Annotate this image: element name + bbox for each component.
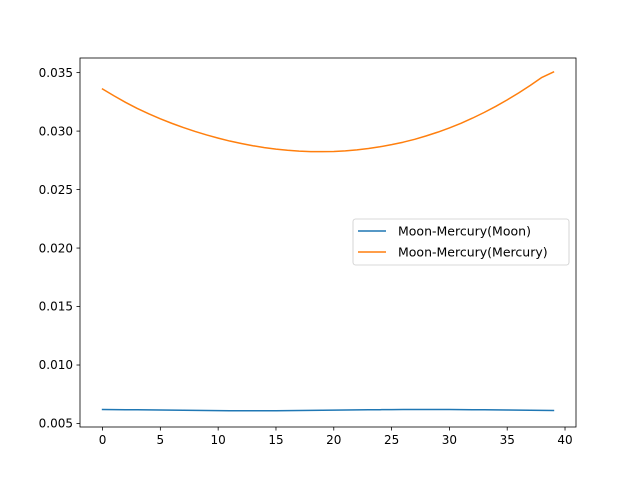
- x-tick-label: 30: [442, 433, 457, 447]
- y-tick-label: 0.025: [39, 183, 73, 197]
- x-tick-label: 10: [211, 433, 226, 447]
- y-tick-label: 0.035: [39, 66, 73, 80]
- x-tick-label: 35: [500, 433, 515, 447]
- series-line-0: [101, 408, 555, 412]
- x-tick-label: 5: [157, 433, 165, 447]
- y-tick-label: 0.030: [39, 124, 73, 138]
- x-tick-label: 0: [99, 433, 107, 447]
- series-line-1: [101, 71, 555, 153]
- x-tick-label: 15: [268, 433, 283, 447]
- legend: Moon-Mercury(Moon) Moon-Mercury(Mercury): [352, 218, 570, 266]
- x-tick-label: 25: [384, 433, 399, 447]
- legend-label-0: Moon-Mercury(Moon): [398, 224, 531, 239]
- x-tick-label: 40: [557, 433, 572, 447]
- axes-layer: 0 5 10 15 20 25 30 35 40 0.005 0.010 0.015 0.020 0.02…: [39, 57, 577, 447]
- series-layer: [101, 71, 555, 412]
- axes-frame: [79, 57, 577, 428]
- y-tick-label: 0.005: [39, 417, 73, 431]
- y-tick-label: 0.015: [39, 300, 73, 314]
- y-tick-label: 0.020: [39, 241, 73, 255]
- legend-label-1: Moon-Mercury(Mercury): [398, 245, 548, 260]
- y-tick-label: 0.010: [39, 358, 73, 372]
- legend-box: [352, 218, 570, 266]
- x-tick-label: 20: [326, 433, 341, 447]
